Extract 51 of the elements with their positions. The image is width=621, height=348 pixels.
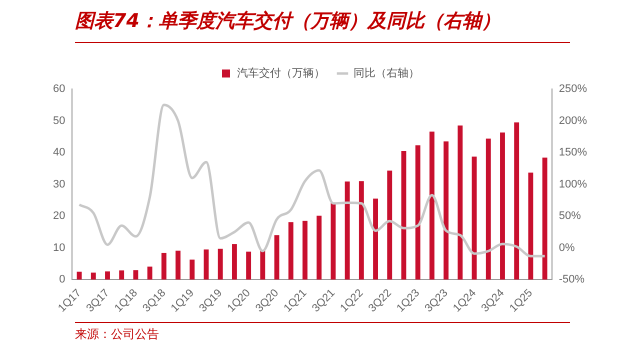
y-tick-label: 0 <box>59 274 66 286</box>
bar <box>76 272 82 280</box>
y2-tick-label: 200% <box>558 114 588 127</box>
y-tick-label: 10 <box>52 242 66 254</box>
bar <box>330 203 336 280</box>
bar <box>147 266 152 280</box>
bar <box>358 181 364 280</box>
bar <box>387 170 392 280</box>
bar <box>119 270 124 280</box>
y2-tick-label: 250% <box>558 83 588 96</box>
bar <box>444 141 449 280</box>
bar <box>429 132 434 280</box>
chart-title: 图表74：单季度汽车交付（万辆）及同比（右轴） <box>75 8 570 43</box>
bar <box>415 145 420 280</box>
y2-tick-label: 0% <box>558 242 575 254</box>
bar <box>246 252 252 280</box>
bar <box>190 260 195 280</box>
y-tick-label: 50 <box>52 114 66 127</box>
bar <box>133 270 138 280</box>
bar <box>486 138 491 280</box>
y-tick-label: 40 <box>52 146 66 159</box>
bar <box>528 172 534 280</box>
bar <box>344 181 350 280</box>
legend-label: 汽车交付（万辆） <box>237 66 325 80</box>
y-tick-label: 60 <box>52 83 66 96</box>
line-series <box>78 104 546 258</box>
y-tick-label: 30 <box>52 178 66 190</box>
y2-tick-label: 100% <box>558 178 588 190</box>
bar <box>105 271 110 280</box>
bar <box>316 216 322 280</box>
y-tick-label: 20 <box>52 210 66 222</box>
bar <box>500 132 505 280</box>
bar <box>218 248 223 280</box>
bar <box>274 235 280 280</box>
legend-label: 同比（右轴） <box>354 66 420 80</box>
bar <box>514 122 520 280</box>
bar <box>90 272 96 280</box>
bar <box>302 220 308 280</box>
source-note: 来源：公司公告 <box>75 322 570 343</box>
bar <box>176 250 181 280</box>
bar <box>260 250 266 280</box>
y2-tick-label: -50% <box>558 274 585 286</box>
y2-tick-label: 50% <box>558 210 582 222</box>
bar <box>204 249 209 280</box>
bar <box>232 244 237 280</box>
bar <box>458 126 463 280</box>
y2-tick-label: 150% <box>558 146 588 159</box>
bar <box>373 198 378 280</box>
bar <box>542 158 548 280</box>
bar <box>288 222 294 280</box>
bar <box>161 252 166 280</box>
